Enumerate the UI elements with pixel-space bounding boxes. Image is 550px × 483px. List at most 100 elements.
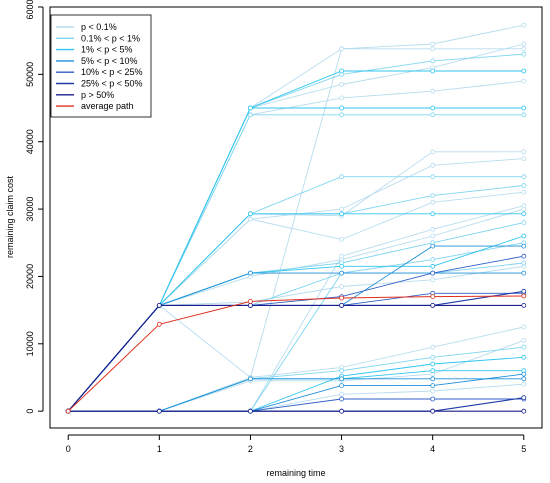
y-tick-label: 60000 [25,0,35,20]
y-axis: 0 10000 20000 30000 40000 50000 60000 [25,0,44,414]
data-point [339,174,345,180]
x-tick-label: 1 [157,444,162,454]
series-line [68,397,524,412]
data-point [339,302,345,308]
y-tick-label: 20000 [25,264,35,289]
data-point [430,257,436,263]
data-point [430,277,436,283]
series-path [65,220,527,414]
data-point [521,68,527,74]
y-axis-label: remaining claim cost [5,175,15,258]
data-point [430,58,436,64]
series-line [68,383,524,412]
data-point [339,270,345,276]
series-line [68,373,524,412]
series-path [65,68,527,414]
data-point [339,82,345,87]
data-point [430,68,436,74]
series-line [67,213,524,412]
series-path [65,302,527,414]
series-path [65,240,527,414]
data-point [521,203,527,209]
data-point [339,408,345,414]
data-point [521,344,527,350]
data-point [521,337,527,343]
legend-label: 5% < p < 10% [81,56,138,66]
data-point [247,302,253,308]
data-point [521,376,527,382]
series-line [67,295,524,412]
x-axis: 0 1 2 3 4 5 [66,434,526,454]
data-point [65,408,71,414]
series-path [65,324,527,414]
series-path [65,203,527,414]
data-point [430,376,436,382]
legend-label: p > 50% [81,90,114,100]
data-point [339,46,345,52]
legend-label: 1% < p < 5% [81,45,133,55]
data-point [521,293,527,299]
y-tick-label: 30000 [25,197,35,222]
data-point [430,344,436,350]
data-point [521,211,527,217]
data-point [247,216,253,222]
data-point [339,396,345,402]
legend-label: 25% < p < 50% [81,79,143,89]
data-point [521,260,527,266]
data-point [521,324,527,330]
y-tick-label: 50000 [25,62,35,87]
series-path [65,263,527,414]
data-point [430,46,436,52]
series-path [65,368,527,414]
x-tick-label: 5 [521,444,526,454]
series-path [65,354,527,414]
data-point [430,174,436,180]
data-point [521,288,527,294]
data-point [430,105,436,111]
data-point [339,263,345,269]
legend-label: 0.1% < p < 1% [81,33,140,43]
legend: p < 0.1%0.1% < p < 1% 1% < p < 5%5% < p <… [50,14,152,118]
x-tick-label: 2 [248,444,253,454]
data-point [430,226,436,232]
data-point [156,302,162,308]
data-point [521,41,527,47]
data-point [339,95,345,101]
legend-box [50,14,152,118]
data-point [521,46,527,52]
data-point [430,388,436,394]
data-point [430,383,436,389]
data-point [247,408,253,414]
x-tick-label: 4 [430,444,435,454]
series-line [67,114,524,412]
data-point [521,253,527,259]
data-point [430,41,436,47]
data-point [156,408,162,414]
series-line [68,398,524,412]
data-point [339,383,345,389]
data-point [521,189,527,195]
data-point [339,112,345,118]
data-point [339,253,345,259]
y-tick-label: 0 [25,409,35,414]
data-point [521,174,527,180]
data-point [247,211,253,217]
series-path [65,288,527,414]
x-tick-label: 0 [66,444,71,454]
data-point [521,112,527,118]
data-point [339,236,345,242]
data-point [521,233,527,239]
data-point [339,368,345,374]
data-point [521,395,527,401]
series-layer [65,22,527,414]
y-tick-label: 10000 [25,331,35,356]
data-point [430,361,436,367]
data-point [430,368,436,374]
series-line [67,185,524,412]
data-point [430,294,436,300]
data-point [430,302,436,308]
data-point [430,408,436,414]
data-point [521,220,527,226]
data-point [430,270,436,276]
